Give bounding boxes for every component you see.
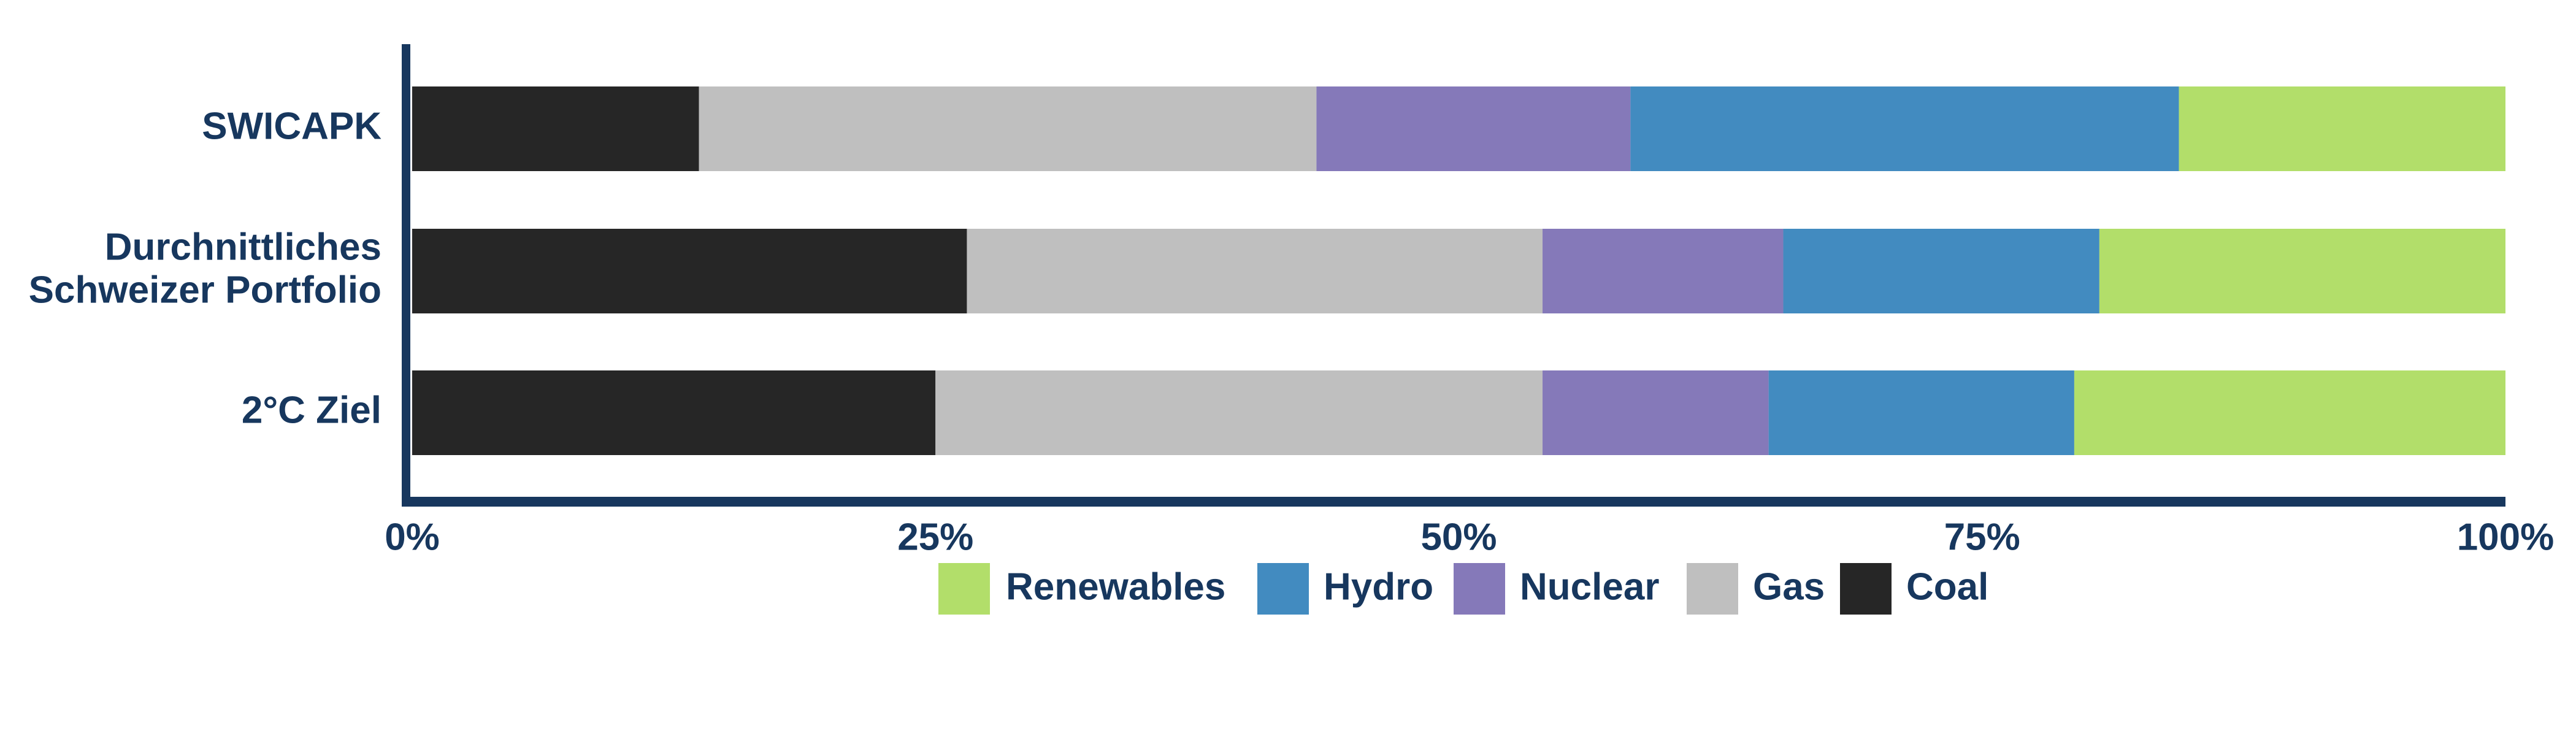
legend: Renewables Hydro Nuclear Gas Coal xyxy=(938,563,1988,615)
bar-segment-nuclear-2 xyxy=(1543,370,1769,455)
bar-segment-hydro-2 xyxy=(1768,370,2074,455)
legend-swatch-nuclear xyxy=(1454,563,1505,615)
bar-segment-renewables-0 xyxy=(2179,86,2505,171)
legend-label-renewables: Renewables xyxy=(1006,565,1225,608)
bar-segment-hydro-1 xyxy=(1783,229,2099,313)
category-label-0-0: SWICAPK xyxy=(202,105,381,147)
bar-segment-gas-0 xyxy=(699,86,1317,171)
bars-group xyxy=(412,86,2505,455)
bar-segment-gas-2 xyxy=(935,370,1543,455)
bar-segment-nuclear-0 xyxy=(1316,86,1631,171)
x-tick-label-1: 25% xyxy=(897,516,973,558)
x-tick-label-3: 75% xyxy=(1944,516,2020,558)
x-axis-line xyxy=(402,497,2505,507)
legend-swatch-coal xyxy=(1840,563,1892,615)
bar-segment-coal-0 xyxy=(412,86,699,171)
x-tick-label-0: 0% xyxy=(385,516,440,558)
x-tick-labels: 0% 25% 50% 75% 100% xyxy=(385,516,2554,558)
bar-segment-coal-1 xyxy=(412,229,967,313)
legend-swatch-hydro xyxy=(1257,563,1309,615)
category-label-2-0: 2°C Ziel xyxy=(242,389,381,431)
bar-segment-hydro-0 xyxy=(1630,86,2179,171)
legend-label-gas: Gas xyxy=(1753,565,1825,608)
legend-label-coal: Coal xyxy=(1906,565,1988,608)
bar-segment-coal-2 xyxy=(412,370,936,455)
x-tick-label-2: 50% xyxy=(1420,516,1497,558)
category-label-1-1: Schweizer Portfolio xyxy=(29,269,381,311)
legend-label-hydro: Hydro xyxy=(1324,565,1433,608)
legend-swatch-gas xyxy=(1687,563,1738,615)
bar-segment-renewables-1 xyxy=(2099,229,2505,313)
category-label-1-0: Durchnittliches xyxy=(105,226,381,268)
bar-segment-gas-1 xyxy=(967,229,1543,313)
axes-group xyxy=(402,44,2505,507)
bar-segment-nuclear-1 xyxy=(1543,229,1784,313)
y-axis-line xyxy=(402,44,410,502)
legend-label-nuclear: Nuclear xyxy=(1520,565,1659,608)
legend-swatch-renewables xyxy=(938,563,990,615)
bar-segment-renewables-2 xyxy=(2074,370,2505,455)
x-tick-label-4: 100% xyxy=(2457,516,2555,558)
